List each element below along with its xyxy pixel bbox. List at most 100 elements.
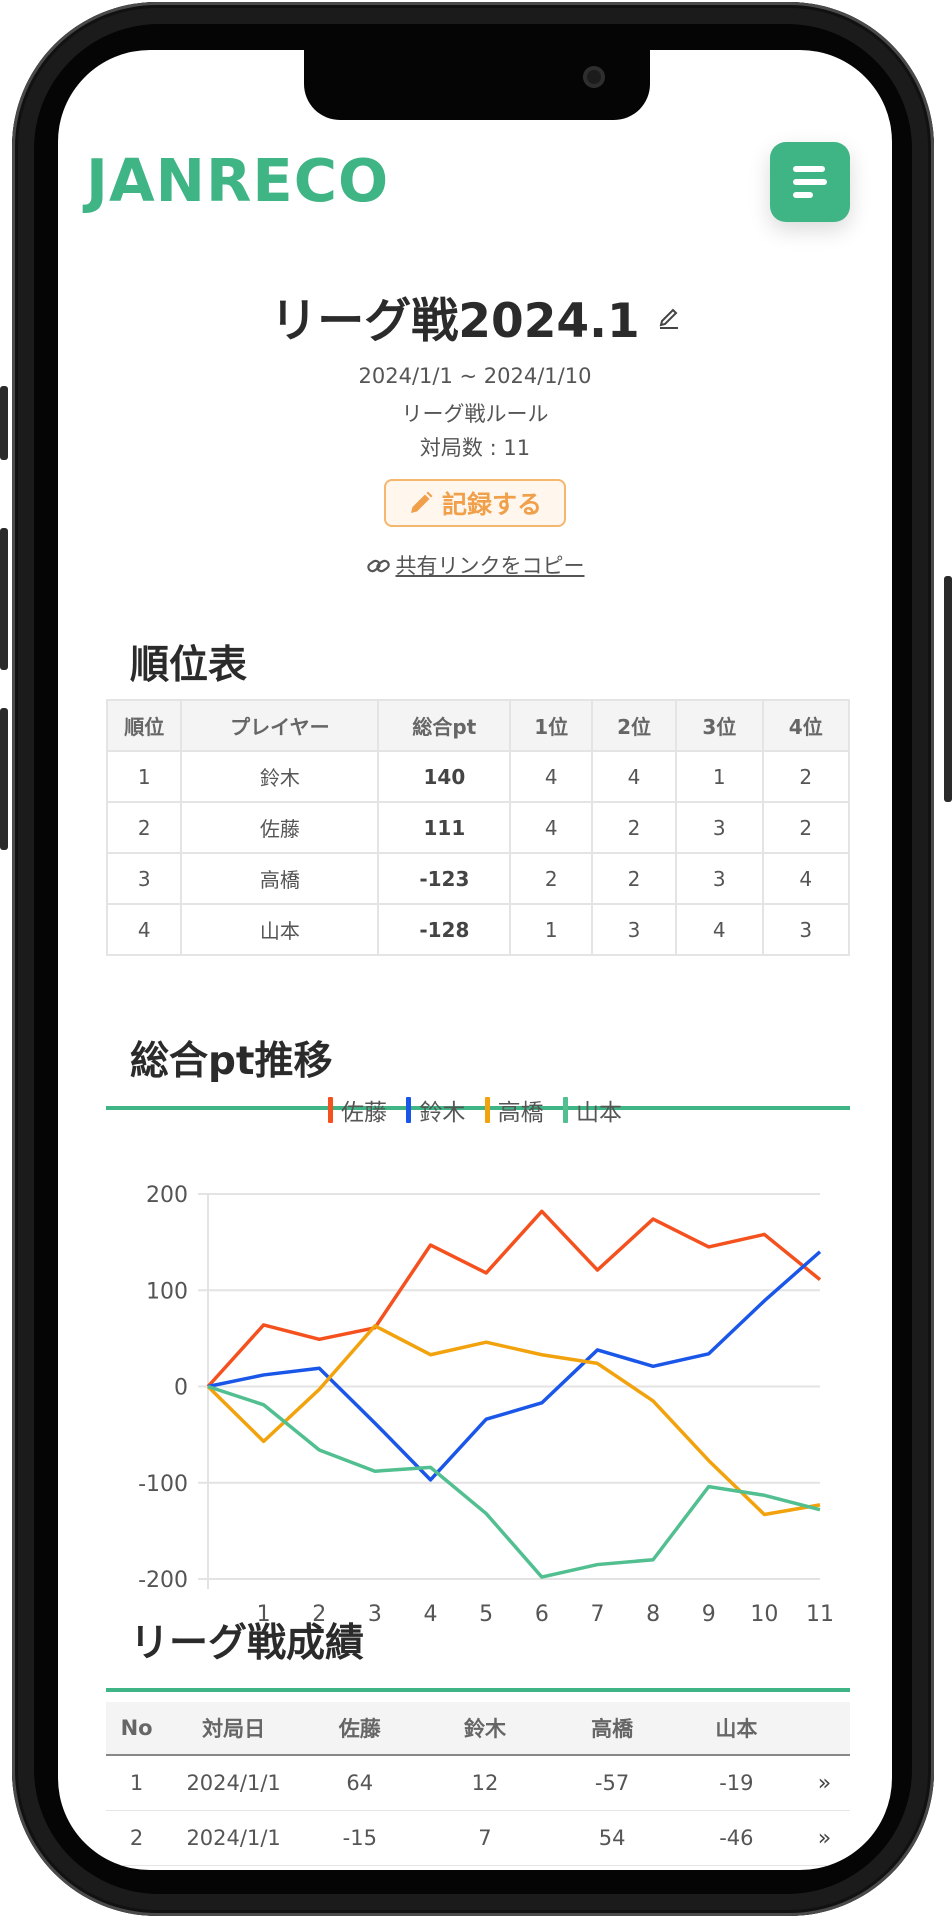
ranking-row: 2 佐藤 111 4 2 3 2 bbox=[105, 801, 850, 854]
record-button[interactable]: 記録する bbox=[384, 479, 566, 527]
legend-label: 山本 bbox=[575, 1100, 622, 1126]
second-count-cell: 2 bbox=[591, 852, 678, 905]
col-player-4: 山本 bbox=[673, 1702, 800, 1756]
series-line bbox=[206, 1324, 821, 1517]
trend-heading-text: 総合pt推移 bbox=[130, 1039, 333, 1084]
legend-swatch bbox=[562, 1097, 568, 1123]
player-cell: 山本 bbox=[180, 903, 380, 956]
screen: JANRECO リーグ戦2024.1 2024/1/1 ~ 2024/1/10 … bbox=[58, 50, 892, 1870]
third-count-cell: 3 bbox=[675, 801, 764, 854]
player-cell: 佐藤 bbox=[180, 801, 380, 854]
legend-label: 鈴木 bbox=[419, 1100, 466, 1126]
rule-name: リーグ戦ルール bbox=[401, 402, 549, 426]
col-total-pt: 総合pt bbox=[377, 699, 512, 752]
third-count-cell: 3 bbox=[675, 852, 764, 905]
legend-item[interactable]: 高橋 bbox=[484, 1093, 544, 1127]
col-1st: 1位 bbox=[509, 699, 594, 752]
record-button-label: 記録する bbox=[441, 490, 542, 519]
ranking-table: 順位 プレイヤー 総合pt 1位 2位 3位 4位 1 鈴木 140 4 4 1… bbox=[105, 699, 850, 956]
rank-cell: 1 bbox=[105, 750, 183, 803]
front-camera bbox=[583, 66, 605, 88]
legend-label: 高橋 bbox=[497, 1100, 544, 1126]
legend-item[interactable]: 鈴木 bbox=[406, 1093, 465, 1127]
ranking-row: 3 高橋 -123 2 2 3 4 bbox=[105, 852, 850, 905]
x-tick-label: 7 bbox=[590, 1602, 604, 1627]
menu-button[interactable] bbox=[770, 142, 850, 222]
notch bbox=[304, 50, 650, 120]
col-player-3: 高橋 bbox=[550, 1702, 674, 1756]
rank-cell: 4 bbox=[105, 903, 183, 956]
ranking-header-row: 順位 プレイヤー 総合pt 1位 2位 3位 4位 bbox=[105, 699, 850, 752]
game-count: 対局数 : 11 bbox=[419, 436, 531, 460]
second-count-cell: 3 bbox=[591, 903, 678, 956]
y-tick-label: -200 bbox=[138, 1568, 188, 1593]
col-3rd: 3位 bbox=[675, 699, 764, 752]
ranking-row: 1 鈴木 140 4 4 1 2 bbox=[105, 750, 850, 803]
date-range: 2024/1/1 ~ 2024/1/10 bbox=[358, 364, 592, 388]
detail-arrow-icon[interactable]: » bbox=[799, 1755, 850, 1811]
score-cell: -57 bbox=[550, 1755, 674, 1811]
series-line bbox=[207, 1250, 822, 1482]
score-cell: 64 bbox=[300, 1755, 420, 1811]
col-player-2: 鈴木 bbox=[419, 1702, 551, 1756]
score-cell: 54 bbox=[550, 1810, 674, 1866]
fourth-count-cell: 2 bbox=[761, 750, 850, 803]
legend-swatch bbox=[484, 1097, 490, 1123]
total-pt-cell: -128 bbox=[377, 903, 512, 956]
series-line bbox=[206, 1209, 822, 1388]
results-heading-text: リーグ戦成績 bbox=[130, 1621, 365, 1666]
legend-item[interactable]: 佐藤 bbox=[328, 1093, 387, 1127]
mute-switch bbox=[0, 386, 8, 460]
fourth-count-cell: 2 bbox=[761, 801, 850, 854]
fourth-count-cell: 3 bbox=[761, 903, 850, 956]
trend-heading: 総合pt推移 bbox=[106, 1030, 850, 1110]
power-button bbox=[944, 576, 952, 802]
results-row[interactable]: 1 2024/1/1 64 12 -57 -19 » bbox=[106, 1755, 850, 1811]
y-tick-label: 0 bbox=[174, 1376, 188, 1401]
x-tick-label: 8 bbox=[646, 1602, 660, 1627]
rank-cell: 2 bbox=[105, 801, 183, 854]
score-cell: 12 bbox=[419, 1755, 551, 1811]
results-row[interactable]: 2 2024/1/1 -15 7 54 -46 » bbox=[106, 1810, 850, 1866]
col-date: 対局日 bbox=[167, 1702, 301, 1756]
total-pt-cell: 111 bbox=[377, 801, 512, 854]
x-tick-label: 5 bbox=[479, 1602, 493, 1627]
legend-swatch bbox=[406, 1097, 412, 1123]
player-cell: 高橋 bbox=[180, 852, 380, 905]
menu-icon-line-2 bbox=[793, 179, 827, 185]
menu-icon-line-3 bbox=[793, 192, 813, 198]
menu-icon-line-1 bbox=[793, 166, 825, 172]
app-logo[interactable]: JANRECO bbox=[86, 146, 390, 215]
results-table: No 対局日 佐藤 鈴木 高橋 山本 1 2024/1/1 64 12 -57 … bbox=[106, 1702, 850, 1866]
col-4th: 4位 bbox=[761, 699, 850, 752]
game-date-cell: 2024/1/1 bbox=[167, 1755, 301, 1811]
col-player-1: 佐藤 bbox=[300, 1702, 420, 1756]
points-trend-chart: 200 100 0 -100 -200 1 2 3 4 5 6 7 8 9 10 11 bbox=[138, 1183, 834, 1627]
second-count-cell: 2 bbox=[591, 801, 678, 854]
fourth-count-cell: 4 bbox=[761, 852, 850, 905]
x-tick-label: 11 bbox=[806, 1602, 834, 1627]
x-tick-label: 6 bbox=[535, 1602, 549, 1627]
x-tick-label: 3 bbox=[368, 1602, 382, 1627]
page-title-row: リーグ戦2024.1 bbox=[58, 282, 892, 351]
player-cell: 鈴木 bbox=[180, 750, 380, 803]
detail-arrow-icon[interactable]: » bbox=[799, 1810, 850, 1866]
first-count-cell: 4 bbox=[509, 801, 594, 854]
volume-up-button bbox=[0, 528, 8, 670]
score-cell: -19 bbox=[673, 1755, 800, 1811]
legend-item[interactable]: 山本 bbox=[562, 1093, 622, 1127]
edit-pencil-icon[interactable] bbox=[658, 304, 680, 330]
y-tick-label: -100 bbox=[138, 1472, 188, 1497]
rank-cell: 3 bbox=[105, 852, 183, 905]
score-cell: -15 bbox=[300, 1810, 420, 1866]
col-rank: 順位 bbox=[105, 699, 183, 752]
second-count-cell: 4 bbox=[591, 750, 678, 803]
third-count-cell: 4 bbox=[675, 903, 764, 956]
share-link[interactable]: 共有リンクをコピー bbox=[58, 550, 892, 580]
y-tick-label: 200 bbox=[146, 1183, 188, 1208]
total-pt-cell: 140 bbox=[377, 750, 512, 803]
score-cell: 7 bbox=[419, 1810, 551, 1866]
ranking-heading-text: 順位表 bbox=[130, 643, 248, 688]
first-count-cell: 4 bbox=[509, 750, 594, 803]
results-header-row: No 対局日 佐藤 鈴木 高橋 山本 bbox=[106, 1702, 850, 1756]
